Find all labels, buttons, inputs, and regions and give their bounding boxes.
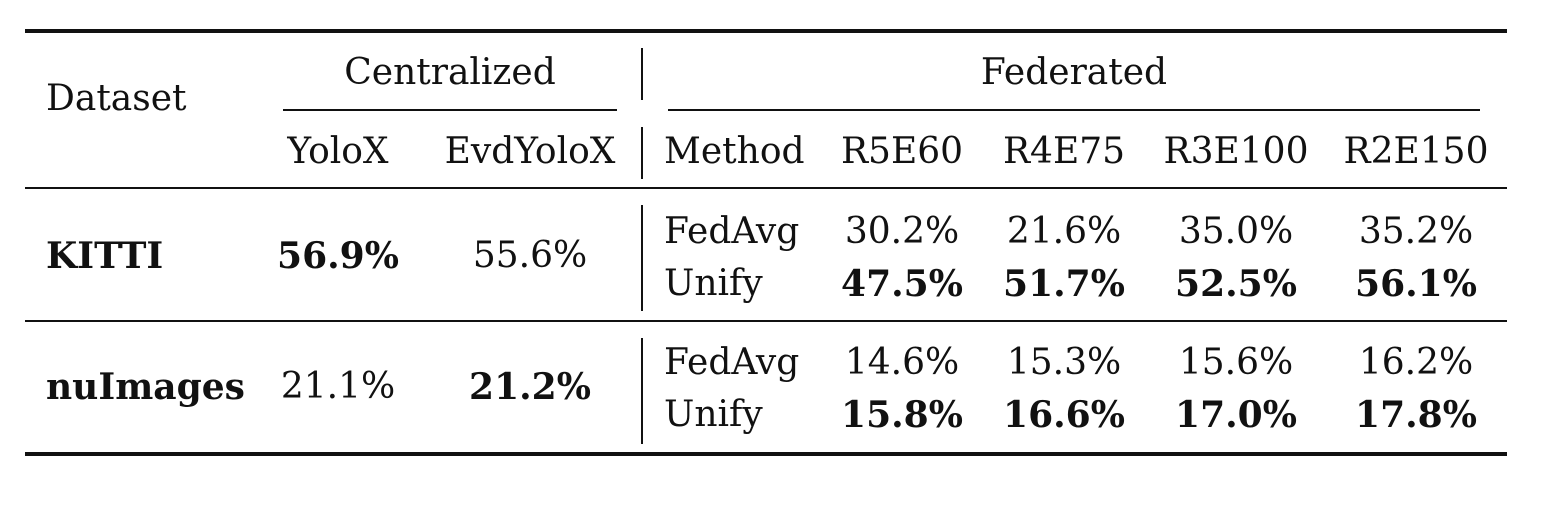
- kitti-evdyolox: 55.6%: [472, 235, 588, 276]
- nuimages-yolox: 21.1%: [280, 366, 396, 407]
- method-fedavg: FedAvg: [664, 211, 800, 252]
- header-centralized: Centralized: [344, 52, 556, 93]
- table-cell: 30.2%: [844, 211, 960, 252]
- table-cell: 35.2%: [1358, 211, 1474, 252]
- column-separator: [641, 205, 643, 311]
- top-rule: [25, 29, 1507, 33]
- table-cell: 56.1%: [1355, 263, 1477, 305]
- dataset-kitti: KITTI: [46, 235, 164, 277]
- table-cell: 17.8%: [1355, 394, 1477, 436]
- table-cell: 17.0%: [1175, 394, 1297, 436]
- table-cell: 52.5%: [1175, 263, 1297, 305]
- bottom-rule: [25, 452, 1507, 456]
- method-fedavg: FedAvg: [664, 342, 800, 383]
- kitti-yolox: 56.9%: [277, 235, 399, 277]
- centralized-cmidrule: [283, 109, 617, 111]
- column-separator: [641, 48, 643, 100]
- header-method: Method: [664, 131, 805, 172]
- table-cell: 35.0%: [1178, 211, 1294, 252]
- header-config: R2E150: [1343, 131, 1489, 172]
- mid-rule: [25, 320, 1507, 322]
- table-cell: 14.6%: [844, 342, 960, 383]
- header-federated: Federated: [980, 52, 1168, 93]
- table-cell: 51.7%: [1003, 263, 1125, 305]
- header-rule: [25, 187, 1507, 189]
- header-dataset: Dataset: [46, 78, 187, 119]
- header-evdyolox: EvdYoloX: [444, 131, 616, 172]
- column-separator: [641, 127, 643, 179]
- dataset-nuimages: nuImages: [46, 366, 245, 408]
- header-yolox: YoloX: [287, 131, 389, 172]
- nuimages-evdyolox: 21.2%: [469, 366, 591, 408]
- table-cell: 47.5%: [841, 263, 963, 305]
- table-cell: 21.6%: [1006, 211, 1122, 252]
- table-cell: 15.6%: [1178, 342, 1294, 383]
- table-cell: 15.3%: [1006, 342, 1122, 383]
- header-config: R4E75: [1002, 131, 1126, 172]
- column-separator: [641, 338, 643, 444]
- table-cell: 15.8%: [841, 394, 963, 436]
- method-unify: Unify: [664, 263, 763, 304]
- table-cell: 16.6%: [1003, 394, 1125, 436]
- header-config: R3E100: [1163, 131, 1309, 172]
- table-cell: 16.2%: [1358, 342, 1474, 383]
- method-unify: Unify: [664, 394, 763, 435]
- header-config: R5E60: [840, 131, 964, 172]
- federated-cmidrule: [668, 109, 1480, 111]
